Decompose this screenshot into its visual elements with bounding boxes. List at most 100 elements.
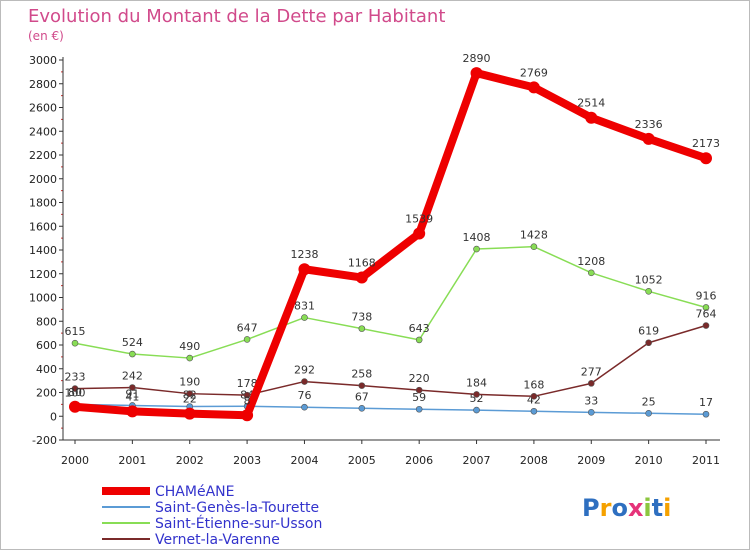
data-label: 258 — [351, 368, 372, 381]
x-tick-label: 2007 — [463, 454, 491, 467]
y-tick-label: 2200 — [29, 149, 57, 162]
chart-subtitle: (en €) — [28, 29, 64, 43]
legend-entry: Saint-Genès-la-Tourette — [155, 500, 319, 516]
data-label: 76 — [297, 389, 311, 402]
data-label: 1428 — [520, 229, 548, 242]
data-point — [527, 81, 540, 94]
data-point — [473, 406, 480, 414]
legend-entry: CHAMéANE — [155, 484, 234, 500]
data-point — [645, 409, 652, 417]
data-point — [301, 403, 308, 411]
y-tick-label: 800 — [36, 315, 57, 328]
data-point — [358, 382, 366, 389]
x-tick-label: 2005 — [348, 454, 376, 467]
data-label: 25 — [642, 395, 656, 408]
data-point — [530, 243, 538, 250]
y-tick-label: 400 — [36, 363, 57, 376]
data-label: 1052 — [635, 273, 663, 286]
x-tick-label: 2002 — [176, 454, 204, 467]
legend: CHAMéANESaint-Genès-la-TouretteSaint-Éti… — [102, 484, 322, 548]
data-label: 67 — [355, 390, 369, 403]
data-point — [530, 392, 538, 400]
data-point — [585, 111, 598, 124]
data-label: 1238 — [290, 248, 318, 261]
data-point — [358, 325, 366, 332]
data-label: 524 — [122, 336, 143, 349]
x-tick-label: 2010 — [635, 454, 663, 467]
data-point — [186, 354, 194, 362]
data-label: 619 — [638, 325, 659, 338]
y-tick-label: 2400 — [29, 125, 57, 138]
data-label: 242 — [122, 370, 143, 383]
data-point — [129, 350, 136, 358]
data-point — [413, 227, 426, 240]
series-layer: 1009182847667595242332517615524490647831… — [65, 52, 720, 422]
logo-letter: r — [600, 494, 612, 522]
data-label: 168 — [523, 378, 544, 391]
data-label: 52 — [470, 392, 484, 405]
data-point — [298, 263, 311, 276]
data-label: 764 — [696, 308, 717, 321]
x-tick-label: 2003 — [233, 454, 261, 467]
data-point — [415, 405, 423, 413]
data-label: 80 — [68, 386, 82, 399]
data-label: 1539 — [405, 212, 433, 225]
data-point — [355, 271, 368, 284]
series-line — [71, 69, 710, 420]
x-tick-label: 2008 — [520, 454, 548, 467]
data-label: 233 — [65, 371, 86, 384]
data-point — [702, 304, 710, 311]
y-tick-label: 1400 — [29, 244, 57, 257]
data-point — [702, 410, 710, 418]
data-point — [183, 407, 196, 420]
data-label: 59 — [412, 391, 426, 404]
data-label: 1208 — [577, 255, 605, 268]
data-point — [415, 386, 423, 394]
series-line — [74, 324, 707, 398]
data-point — [645, 339, 652, 347]
data-label: 490 — [179, 340, 200, 353]
data-point — [415, 336, 423, 344]
logo-letter: t — [652, 494, 663, 522]
y-tick-label: 1600 — [29, 220, 57, 233]
data-label: 831 — [294, 300, 315, 313]
series-group: 1009182847667595242332517 — [65, 386, 713, 418]
data-label: 41 — [125, 390, 139, 403]
data-label: 2890 — [463, 52, 491, 65]
y-tick-label: 1000 — [29, 292, 57, 305]
series-group: 615 524 490 647 831 738 643 1408 1428 1208 1052 916 — [65, 229, 717, 362]
data-label: 2514 — [577, 97, 605, 110]
data-label: 33 — [584, 394, 598, 407]
data-label: 100 — [65, 386, 86, 399]
y-tick-label: 0 — [50, 410, 57, 423]
axes: -200 0 200 400 600 800 1000 1200 1400 1600 1800 200… — [29, 54, 720, 467]
series-line — [74, 245, 707, 359]
x-tick-label: 2001 — [118, 454, 146, 467]
data-label: 2173 — [692, 137, 720, 150]
series-group: 233 242 190 178 292 258 220 184 168 277 619 764 — [65, 308, 717, 400]
y-tick-label: 1800 — [29, 197, 57, 210]
data-point — [243, 391, 251, 399]
y-tick-label: 2000 — [29, 173, 57, 186]
logo-letter: P — [582, 494, 600, 522]
logo-text: Proxiti — [582, 494, 671, 522]
data-label: 22 — [183, 393, 197, 406]
logo-letter: o — [611, 494, 628, 522]
y-tick-label: 1200 — [29, 268, 57, 281]
data-label: 91 — [125, 387, 139, 400]
data-point — [129, 384, 136, 391]
y-tick-label: 600 — [36, 339, 57, 352]
data-point — [473, 245, 480, 253]
data-label: 292 — [294, 364, 315, 377]
data-label: 184 — [466, 376, 487, 389]
data-point — [358, 404, 366, 412]
data-point — [71, 339, 79, 347]
data-point — [587, 269, 595, 277]
x-tick-label: 2006 — [405, 454, 433, 467]
y-tick-label: -200 — [32, 434, 57, 447]
data-label: 8 — [244, 394, 251, 407]
y-tick-label: 3000 — [29, 54, 57, 67]
x-tick-label: 2004 — [290, 454, 318, 467]
